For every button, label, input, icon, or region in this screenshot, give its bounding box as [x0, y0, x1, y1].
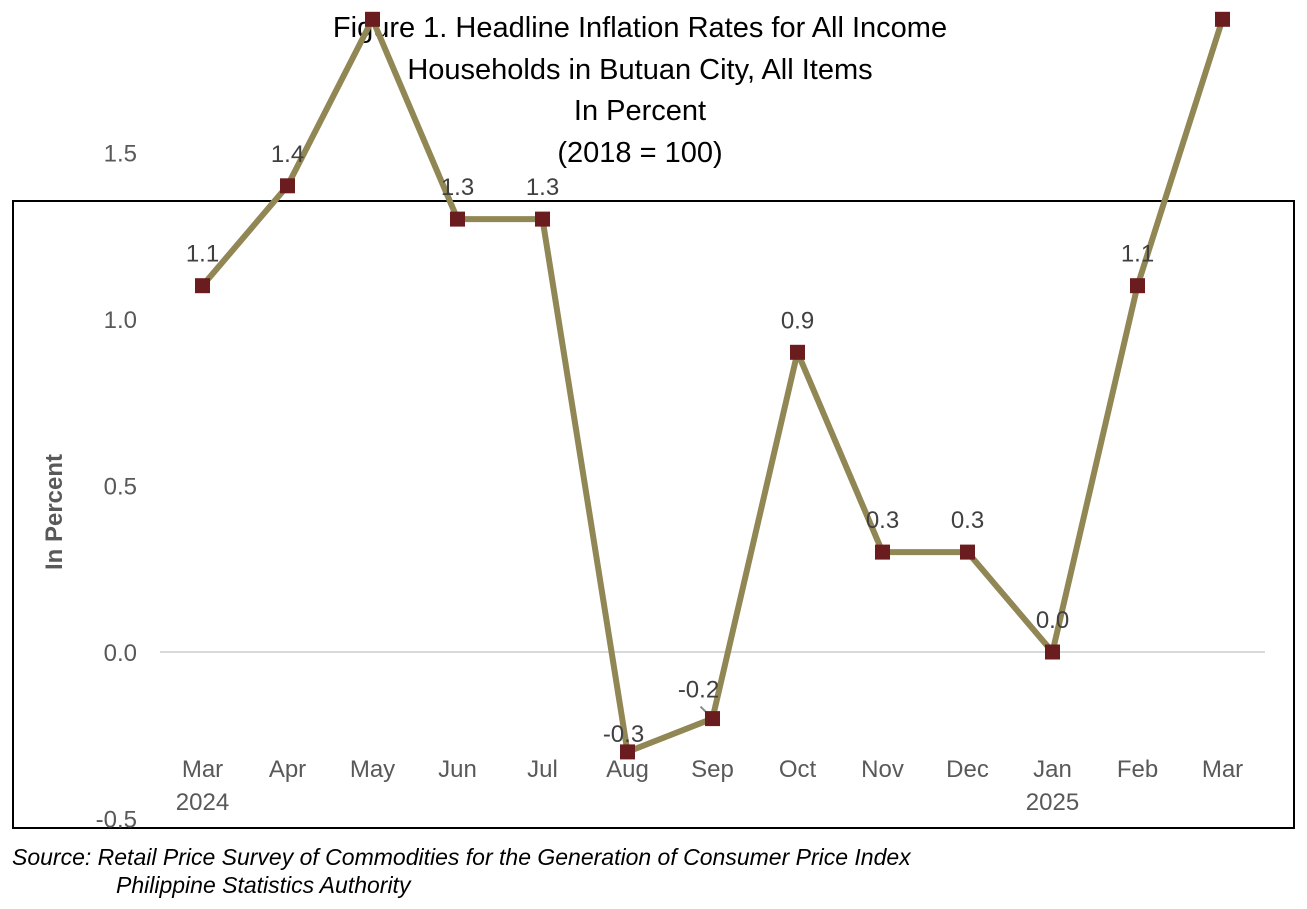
x-tick-label-3: Jun — [438, 756, 477, 783]
source-line-2: Philippine Statistics Authority — [116, 872, 411, 898]
x-tick-label-1: Apr — [269, 756, 306, 783]
data-point-5 — [620, 744, 635, 760]
y-axis-title: In Percent — [41, 454, 68, 570]
x-tick-label-11: Feb — [1117, 756, 1158, 783]
data-label-3: 1.3 — [441, 174, 474, 201]
title-line-3: In Percent — [573, 95, 707, 127]
x-tick-label-4: Jul — [527, 756, 558, 783]
x-tick-label-12: Mar — [1202, 756, 1243, 783]
data-point-10 — [1045, 644, 1060, 660]
series-line — [199, 16, 1226, 755]
data-point-0 — [195, 278, 210, 294]
data-point-12 — [1215, 11, 1230, 27]
chart-frame — [12, 200, 1295, 829]
data-label-5: -0.3 — [603, 721, 644, 748]
title-line-2: Households in Butuan City, All Items — [407, 53, 873, 86]
y-tick-label-5: 2.0 — [104, 0, 137, 1]
x-tick-label-0: Mar — [182, 756, 223, 783]
x-tick-label-2: May — [350, 756, 395, 783]
source-line-1: Source: Retail Price Survey of Commoditi… — [12, 844, 911, 870]
data-label-7: 0.9 — [781, 307, 814, 334]
data-label-11: 1.1 — [1121, 241, 1154, 268]
x-tick-label-7: Oct — [779, 756, 817, 783]
x-tick-label-10: Jan — [1033, 756, 1072, 783]
data-point-11 — [1130, 278, 1145, 294]
y-tick-label-1: 0.0 — [104, 640, 137, 667]
title-line-4: (2018 = 100) — [557, 136, 723, 169]
data-label-1: 1.4 — [271, 141, 304, 168]
data-label-0: 1.1 — [186, 241, 219, 268]
data-label-2: 1.9 — [356, 0, 389, 1]
data-point-8 — [875, 544, 890, 560]
y-tick-label-0: -0.5 — [96, 807, 137, 834]
data-point-3 — [450, 211, 465, 227]
x-tick-label-5: Aug — [606, 756, 649, 783]
title-line-1: Figure 1. Headline Inflation Rates for A… — [332, 12, 948, 44]
data-label-4: 1.3 — [526, 174, 559, 201]
data-point-4 — [535, 211, 550, 227]
x-tick-label-8: Nov — [861, 756, 904, 783]
y-tick-label-3: 1.0 — [104, 307, 137, 334]
source-note: Source: Retail Price Survey of Commoditi… — [12, 843, 911, 899]
data-label-6: -0.2 — [678, 677, 719, 704]
data-label-9: 0.3 — [951, 507, 984, 534]
x-tick-label-9: Dec — [946, 756, 989, 783]
data-label-12: 1.9 — [1206, 0, 1239, 1]
data-point-1 — [280, 178, 295, 194]
data-point-7 — [790, 344, 805, 360]
x-tick-sublabel-10: 2025 — [1026, 789, 1079, 816]
data-point-9 — [960, 544, 975, 560]
x-tick-sublabel-0: 2024 — [176, 789, 229, 816]
y-tick-label-2: 0.5 — [104, 474, 137, 501]
x-tick-label-6: Sep — [691, 756, 734, 783]
y-tick-label-4: 1.5 — [104, 141, 137, 168]
data-label-8: 0.3 — [866, 507, 899, 534]
chart-title: Figure 1. Headline Inflation Rates for A… — [0, 8, 1280, 174]
data-point-6 — [705, 711, 720, 727]
data-point-2 — [365, 11, 380, 27]
data-label-10: 0.0 — [1036, 607, 1069, 634]
